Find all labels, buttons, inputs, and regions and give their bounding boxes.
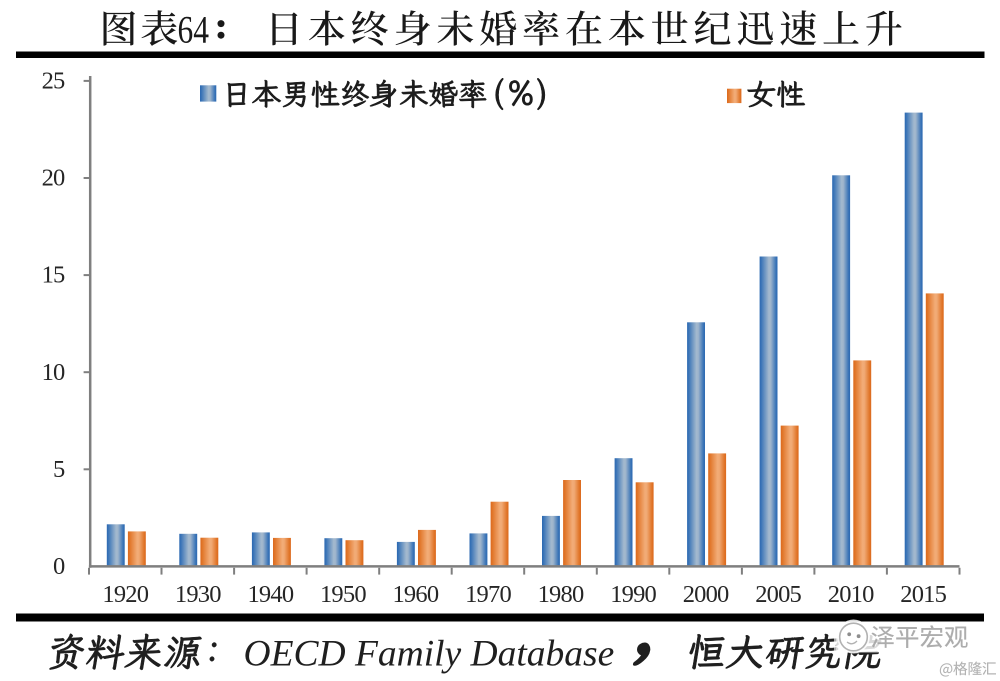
- svg-text:25: 25: [42, 68, 65, 95]
- svg-text:1960: 1960: [392, 581, 438, 608]
- svg-text:10: 10: [42, 359, 65, 386]
- svg-text:1980: 1980: [538, 581, 584, 608]
- svg-text:1940: 1940: [247, 581, 293, 608]
- svg-text:5: 5: [53, 456, 65, 483]
- svg-text:15: 15: [42, 262, 65, 289]
- svg-text:0: 0: [53, 553, 65, 580]
- svg-text:1990: 1990: [610, 581, 656, 608]
- svg-text:2015: 2015: [900, 581, 946, 608]
- svg-text:1930: 1930: [175, 581, 221, 608]
- svg-text:64: 64: [178, 9, 210, 52]
- svg-text:1950: 1950: [320, 581, 366, 608]
- svg-text:1920: 1920: [102, 581, 148, 608]
- svg-text:1970: 1970: [465, 581, 511, 608]
- svg-text:OECD Family Database: OECD Family Database: [244, 634, 615, 675]
- svg-text:2005: 2005: [755, 581, 801, 608]
- svg-text:2010: 2010: [828, 581, 874, 608]
- svg-text:20: 20: [42, 165, 65, 192]
- svg-text:2000: 2000: [683, 581, 729, 608]
